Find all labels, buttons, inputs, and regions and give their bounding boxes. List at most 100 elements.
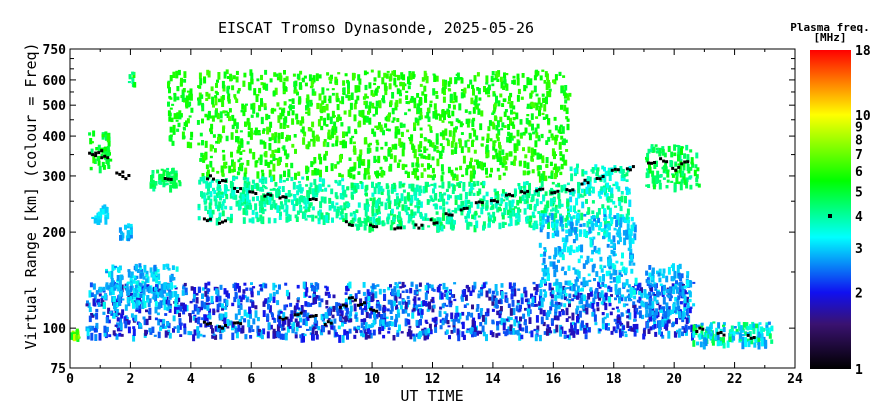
echo-point [653,324,657,329]
echo-point [93,294,97,301]
echo-point [678,328,682,332]
echo-point [398,138,402,146]
echo-point [541,112,545,115]
echo-point [550,287,554,293]
echo-point [266,200,270,205]
echo-point [544,249,547,253]
echo-point [534,127,538,133]
echo-point [243,282,247,286]
echo-point [85,303,89,307]
echo-point [563,104,567,112]
echo-point [700,330,704,337]
echo-point [112,281,116,286]
echo-point [151,179,155,185]
echo-point [451,210,455,213]
echo-point [418,115,422,121]
echo-point [540,316,544,325]
echo-point [746,325,750,331]
echo-point [618,287,622,295]
echo-point [564,139,568,143]
echo-point [251,301,255,308]
echo-point [603,176,607,183]
echo-point [696,324,700,328]
echo-point [632,301,636,306]
echo-point [491,71,495,76]
echo-point [418,282,422,287]
echo-point [673,144,677,151]
echo-point [368,82,372,89]
echo-point [423,70,427,79]
echo-point [539,102,543,108]
echo-point [245,210,249,216]
echo-point [99,208,103,214]
echo-point [485,205,489,209]
echo-point [281,186,285,192]
echo-point [231,302,235,307]
echo-point [705,328,708,336]
echo-point [452,318,456,326]
echo-point [385,128,389,131]
echo-point [355,209,359,214]
echo-point [486,133,490,139]
echo-point [415,168,419,173]
echo-point [632,222,636,227]
echo-point [476,72,480,77]
echo-point [313,157,317,164]
echo-point [509,330,513,335]
echo-point [301,118,305,124]
echo-point [462,186,466,192]
echo-point [272,282,276,291]
echo-point [722,322,726,326]
echo-point [117,312,121,316]
echo-point [477,108,481,115]
echo-point [678,282,682,289]
echo-point [665,323,669,331]
echo-point [578,288,582,292]
echo-point [263,141,267,149]
echo-point [492,140,496,147]
echo-point [413,289,417,296]
echo-point [570,217,574,224]
echo-point [492,110,496,114]
echo-point [280,324,284,331]
echo-point [610,294,613,297]
echo-point [274,158,278,161]
echo-point [289,193,293,197]
echo-point [459,193,463,201]
echo-point [696,341,699,346]
echo-point [479,330,482,335]
echo-point [566,182,570,186]
echo-point [607,170,611,177]
echo-point [349,172,353,179]
echo-point [242,80,246,87]
echo-point [364,302,367,311]
echo-point [560,104,563,110]
echo-point [563,330,567,335]
echo-point [641,314,645,320]
echo-point [418,289,422,292]
echo-point [273,218,277,224]
echo-point [195,293,199,296]
echo-point [235,176,239,180]
echo-point [516,129,520,137]
echo-point [531,154,535,157]
echo-point [627,235,631,240]
echo-point [334,332,338,337]
echo-point [341,178,345,182]
echo-point [518,160,522,167]
echo-point [202,176,206,184]
echo-point [354,85,358,93]
echo-point [342,92,346,95]
echo-point [149,267,153,273]
echo-point [335,308,339,313]
echo-point [246,312,250,318]
echo-point [145,270,149,277]
echo-point [321,87,325,95]
echo-point [236,283,240,289]
echo-point [491,319,495,324]
echo-point [572,215,576,219]
echo-point [505,83,509,91]
plasma-freq-point [233,186,237,190]
echo-point [445,329,449,335]
echo-point [312,93,316,96]
